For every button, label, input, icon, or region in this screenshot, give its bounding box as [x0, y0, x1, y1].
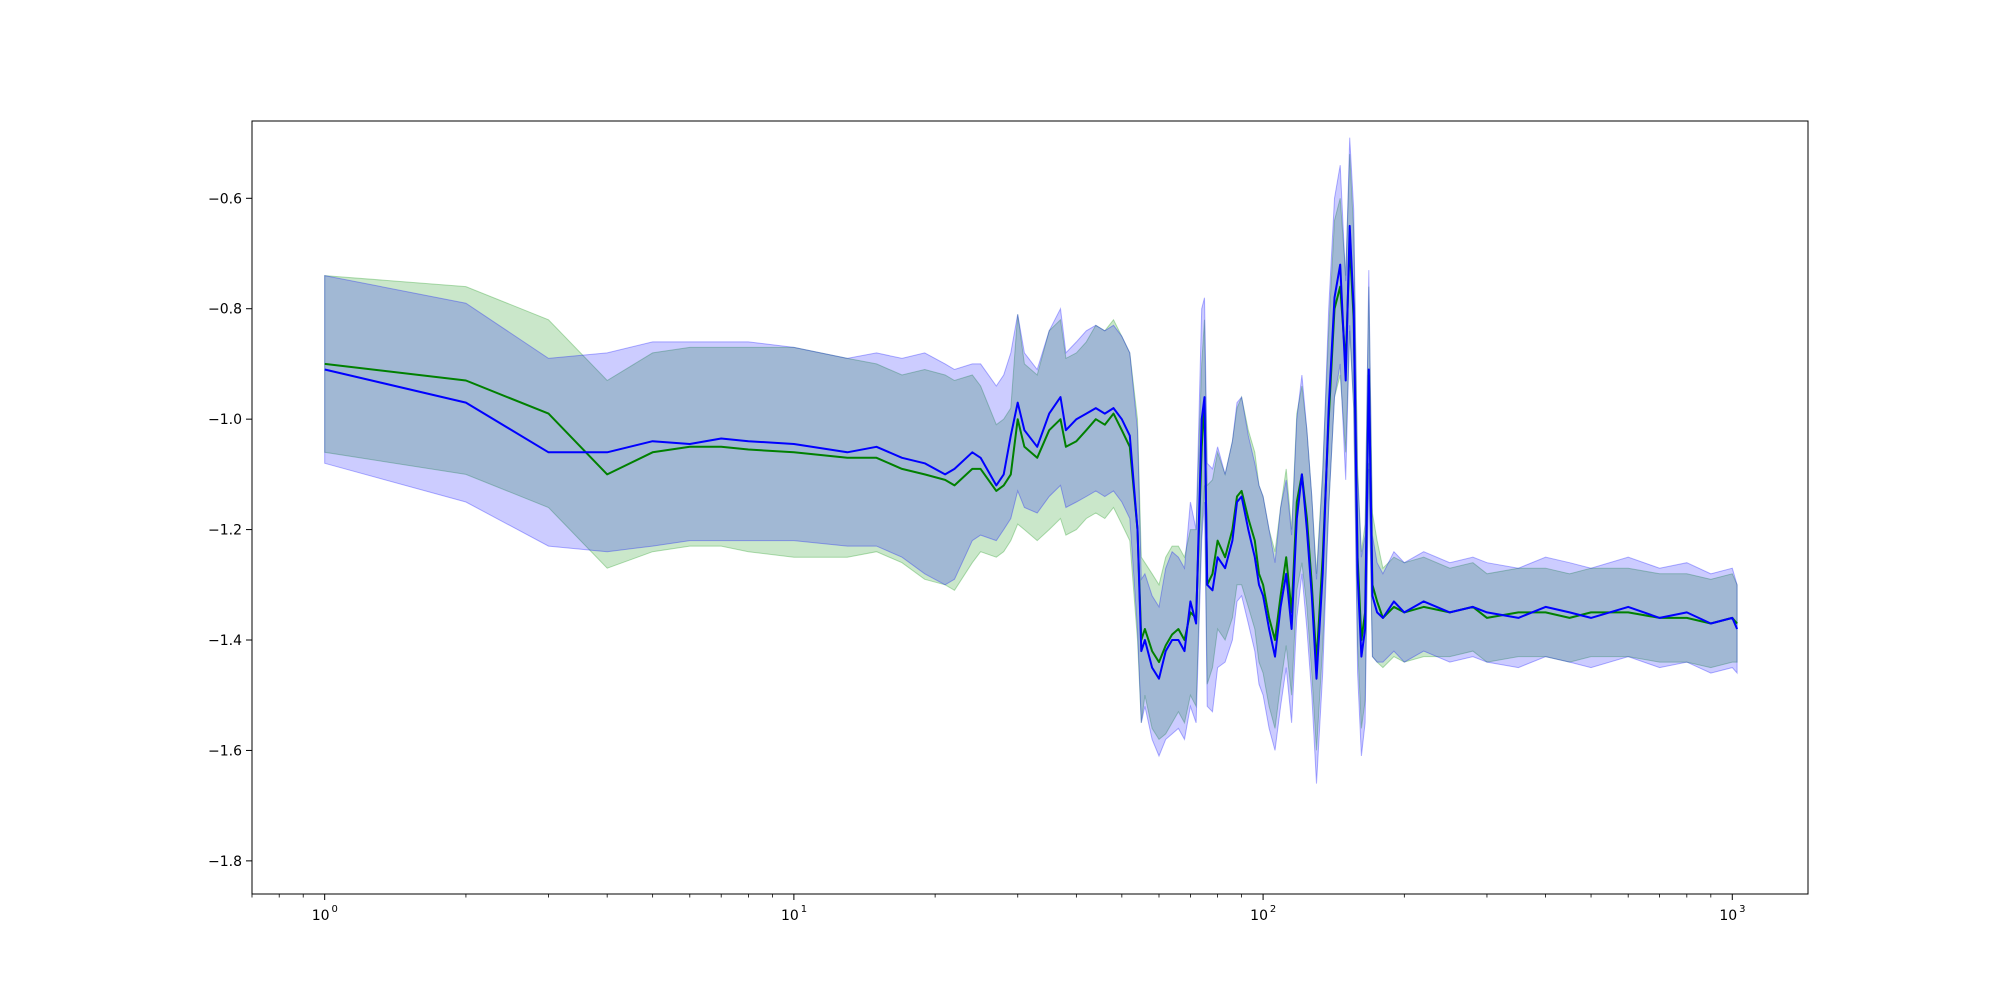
x-tick-label: 10 — [1719, 908, 1737, 924]
x-tick-label: 10 — [781, 908, 799, 924]
y-tick-label: −1.6 — [208, 743, 242, 759]
series-lines — [324, 224, 1739, 680]
y-tick-label: −0.8 — [208, 302, 242, 318]
y-tick-label: −1.0 — [208, 412, 242, 428]
x-tick-label: 10 — [312, 908, 330, 924]
x-tick-label: 10 — [1250, 908, 1268, 924]
x-tick-exponent: 0 — [331, 904, 337, 915]
y-tick-label: −1.2 — [208, 523, 242, 539]
series-2-band — [324, 137, 1738, 784]
x-axis: 10 0 10 1 10 2 10 3 — [251, 894, 1745, 924]
y-tick-label: −1.8 — [208, 854, 242, 870]
plot-area-frame — [251, 120, 1809, 895]
x-tick-exponent: 3 — [1739, 904, 1745, 915]
series-2-line — [324, 224, 1739, 680]
y-tick-label: −0.6 — [208, 191, 242, 207]
x-tick-exponent: 1 — [801, 904, 807, 915]
y-tick-label: −1.4 — [208, 633, 242, 649]
x-tick-exponent: 2 — [1270, 904, 1276, 915]
y-axis: −0.6 −0.8 −1.0 −1.2 −1.4 −1.6 −1.8 — [208, 191, 252, 870]
